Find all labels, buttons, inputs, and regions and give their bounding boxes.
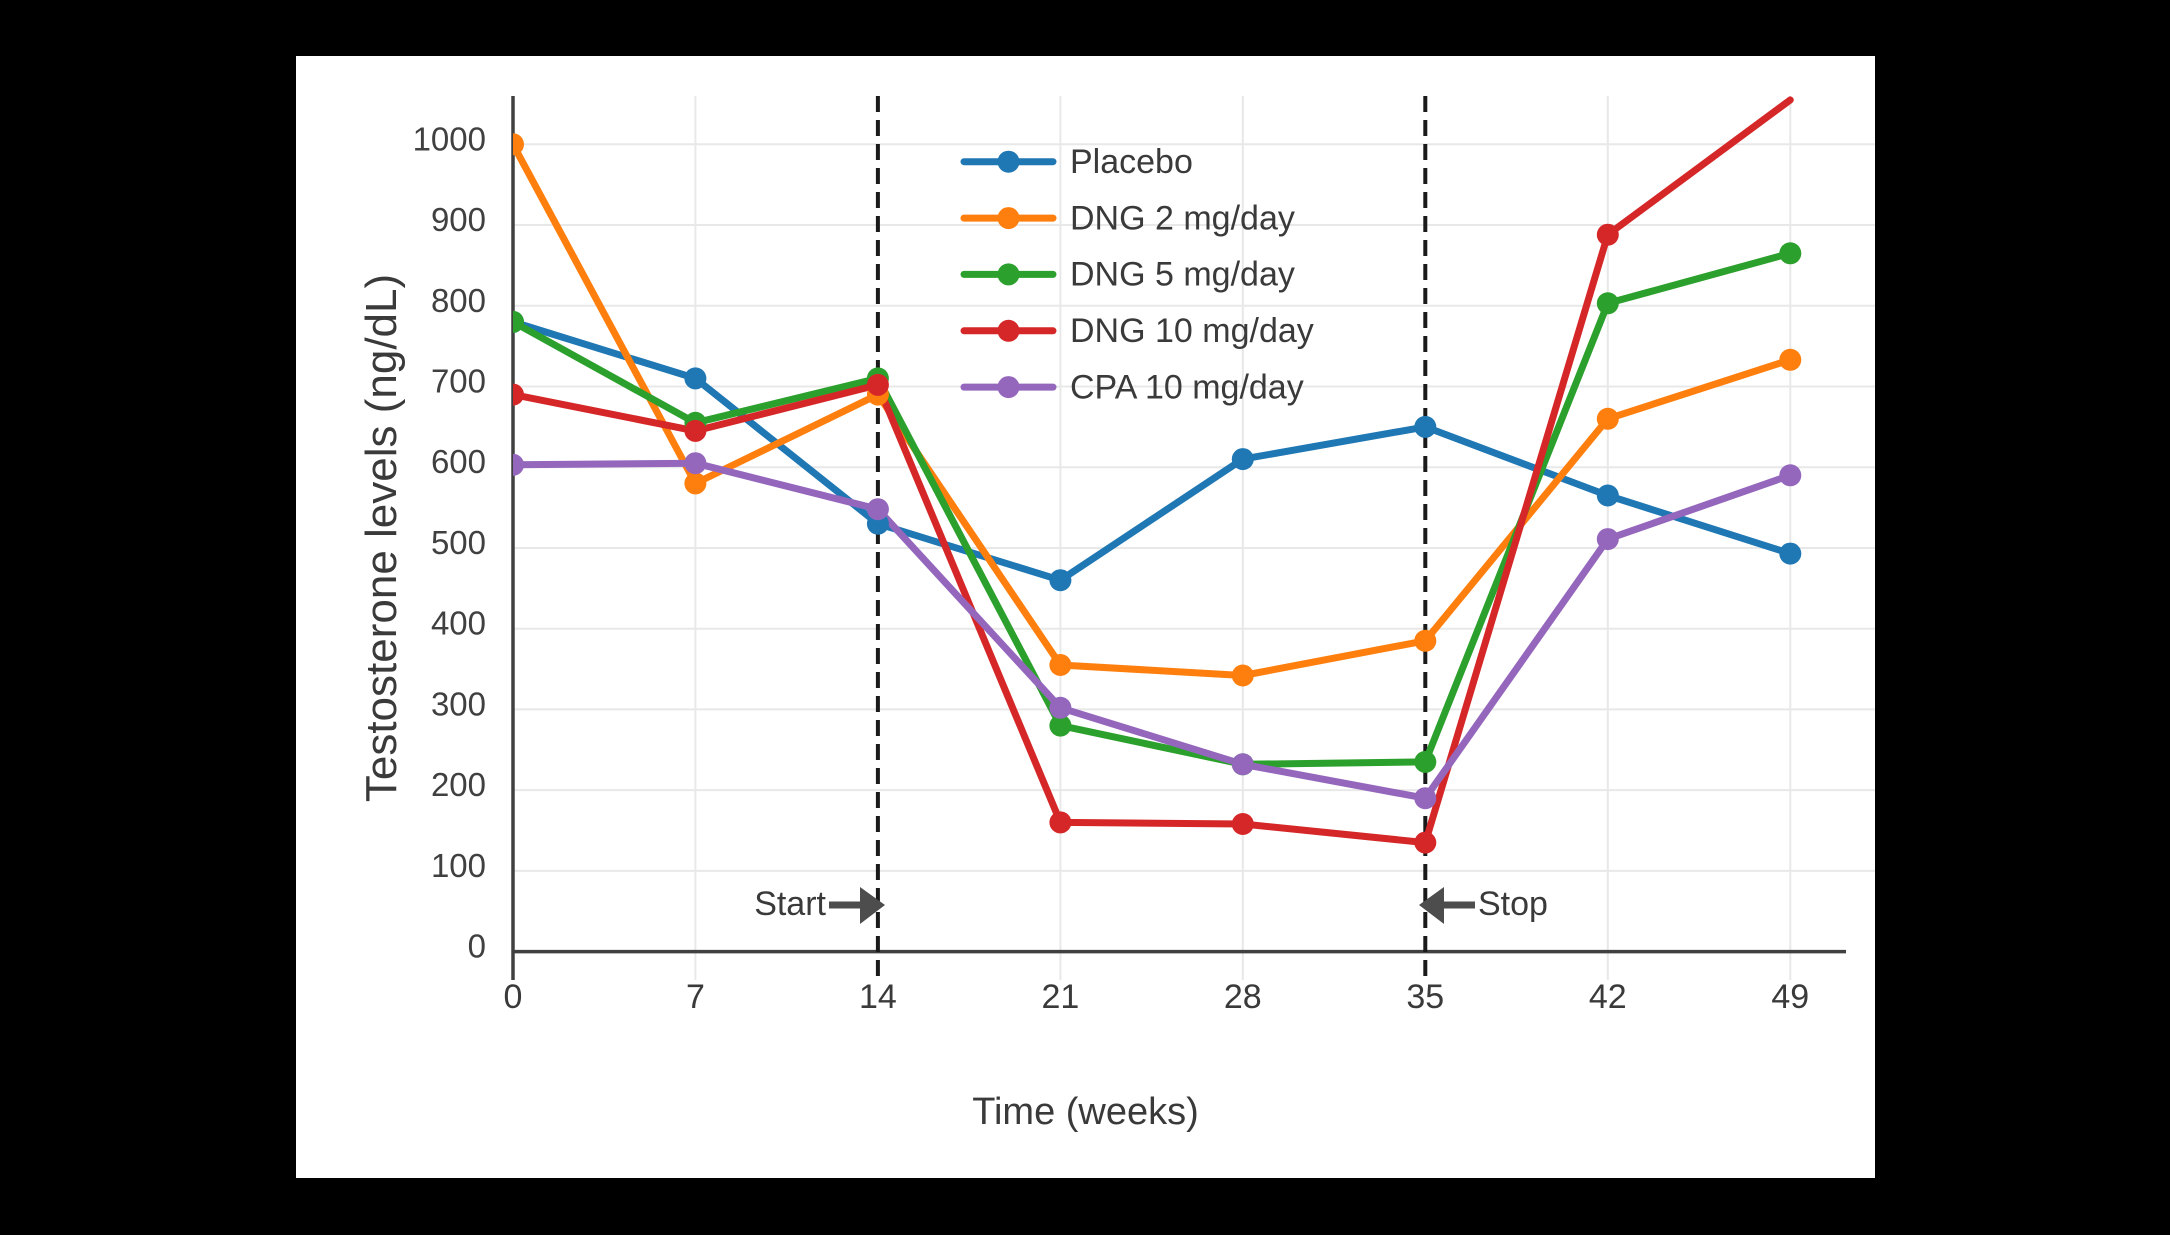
svg-text:100: 100 bbox=[431, 847, 486, 884]
svg-text:DNG 5 mg/day: DNG 5 mg/day bbox=[1070, 256, 1295, 294]
svg-text:Stop: Stop bbox=[1478, 885, 1548, 923]
svg-text:28: 28 bbox=[1224, 978, 1262, 1016]
svg-text:200: 200 bbox=[431, 766, 486, 803]
svg-text:500: 500 bbox=[431, 524, 486, 561]
svg-text:600: 600 bbox=[431, 443, 486, 480]
svg-text:700: 700 bbox=[431, 363, 486, 400]
svg-text:800: 800 bbox=[431, 282, 486, 319]
svg-text:0: 0 bbox=[504, 978, 523, 1016]
svg-text:49: 49 bbox=[1771, 978, 1809, 1016]
svg-text:Placebo: Placebo bbox=[1070, 143, 1193, 181]
svg-text:21: 21 bbox=[1041, 978, 1079, 1016]
svg-text:DNG 10 mg/day: DNG 10 mg/day bbox=[1070, 312, 1314, 350]
svg-text:CPA 10 mg/day: CPA 10 mg/day bbox=[1070, 368, 1304, 406]
svg-text:42: 42 bbox=[1589, 978, 1627, 1016]
svg-text:900: 900 bbox=[431, 201, 486, 238]
svg-text:7: 7 bbox=[686, 978, 705, 1016]
svg-text:1000: 1000 bbox=[413, 120, 486, 157]
svg-text:0: 0 bbox=[468, 928, 486, 965]
svg-text:35: 35 bbox=[1406, 978, 1444, 1016]
svg-text:DNG 2 mg/day: DNG 2 mg/day bbox=[1070, 199, 1295, 237]
svg-text:14: 14 bbox=[859, 978, 897, 1016]
svg-text:400: 400 bbox=[431, 605, 486, 642]
svg-text:300: 300 bbox=[431, 685, 486, 722]
svg-text:Start: Start bbox=[754, 885, 826, 923]
svg-text:Testosterone levels (ng/dL): Testosterone levels (ng/dL) bbox=[357, 274, 406, 802]
